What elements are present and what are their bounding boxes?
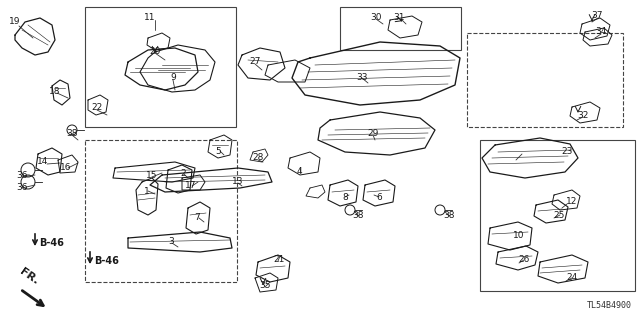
Text: 38: 38 — [444, 211, 455, 220]
Text: 7: 7 — [194, 213, 200, 222]
Bar — [85, 7, 236, 127]
Text: 31: 31 — [393, 12, 404, 21]
Text: 6: 6 — [376, 192, 382, 202]
Bar — [480, 140, 635, 291]
Text: 32: 32 — [577, 110, 589, 120]
Text: B-46: B-46 — [39, 238, 64, 248]
Text: 35: 35 — [259, 281, 271, 291]
Text: 27: 27 — [250, 57, 260, 66]
Bar — [340, 7, 461, 50]
Text: 30: 30 — [371, 12, 381, 21]
Text: 14: 14 — [37, 158, 49, 167]
Bar — [85, 140, 237, 282]
Text: 15: 15 — [147, 170, 157, 180]
Text: 38: 38 — [352, 211, 364, 220]
Text: 17: 17 — [185, 181, 196, 189]
Text: 23: 23 — [561, 147, 573, 157]
Text: 28: 28 — [252, 153, 264, 162]
Text: 25: 25 — [554, 211, 564, 219]
Text: 3: 3 — [168, 238, 174, 247]
Text: 2: 2 — [180, 169, 186, 179]
Text: FR.: FR. — [18, 266, 40, 286]
Text: 36: 36 — [16, 182, 28, 191]
Text: 5: 5 — [215, 146, 221, 155]
Text: 24: 24 — [566, 272, 578, 281]
Text: 19: 19 — [9, 18, 20, 26]
Text: 21: 21 — [273, 256, 285, 264]
Text: 8: 8 — [342, 192, 348, 202]
Text: 16: 16 — [60, 164, 72, 173]
Text: 26: 26 — [518, 255, 530, 263]
Text: 34: 34 — [595, 27, 607, 36]
Text: 4: 4 — [296, 167, 302, 176]
Text: 37: 37 — [591, 11, 603, 20]
Bar — [467, 33, 623, 127]
Text: 11: 11 — [144, 12, 156, 21]
Text: 20: 20 — [149, 47, 161, 56]
Text: 18: 18 — [49, 87, 61, 97]
Text: 9: 9 — [170, 73, 176, 83]
Text: B-46: B-46 — [94, 256, 119, 266]
Text: 29: 29 — [367, 129, 379, 137]
Text: 33: 33 — [356, 72, 368, 81]
Text: 12: 12 — [566, 197, 578, 206]
Text: 38: 38 — [67, 129, 77, 137]
Text: 13: 13 — [232, 176, 244, 186]
Text: 22: 22 — [92, 103, 102, 113]
Text: 36: 36 — [16, 170, 28, 180]
Text: TL54B4900: TL54B4900 — [587, 301, 632, 310]
Text: 10: 10 — [513, 232, 525, 241]
Text: 1: 1 — [144, 187, 150, 196]
